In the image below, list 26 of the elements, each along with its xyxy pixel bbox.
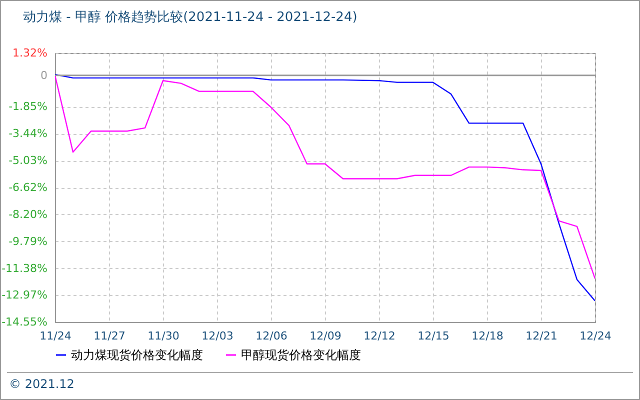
y-tick-label: 0	[40, 68, 48, 82]
y-tick-label: 1.32%	[12, 46, 48, 60]
y-tick-label: -9.79%	[8, 234, 48, 248]
y-tick-label: -8.20%	[8, 208, 48, 221]
x-tick-label: 12/03	[202, 330, 234, 342]
x-tick-label: 12/18	[472, 330, 504, 342]
x-tick-label: 12/12	[364, 330, 396, 342]
y-tick-label: -1.85%	[8, 100, 48, 114]
legend-label: 甲醇现货价格变化幅度	[241, 348, 361, 362]
chart-title: 动力煤 - 甲醇 价格趋势比较(2021-11-24 - 2021-12-24)	[23, 9, 358, 26]
y-tick-label: -11.38%	[2, 262, 48, 275]
y-tick-label: -5.03%	[8, 154, 48, 168]
x-tick-label: 12/15	[418, 330, 450, 342]
y-tick-label: -14.55%	[2, 316, 48, 328]
y-tick-label: -12.97%	[2, 288, 48, 302]
x-tick-label: 11/27	[94, 330, 126, 342]
text: © 2021.12	[9, 377, 74, 391]
x-tick-label: 12/24	[580, 330, 612, 342]
x-tick-label: 11/24	[40, 330, 72, 342]
x-tick-label: 11/30	[148, 330, 180, 342]
x-tick-label: 12/21	[526, 330, 558, 342]
x-tick-label: 12/09	[310, 330, 342, 342]
y-tick-label: -3.44%	[8, 127, 48, 140]
x-tick-label: 12/06	[256, 330, 288, 342]
legend-label: 动力煤现货价格变化幅度	[71, 348, 203, 362]
y-tick-label: -6.62%	[8, 181, 48, 194]
